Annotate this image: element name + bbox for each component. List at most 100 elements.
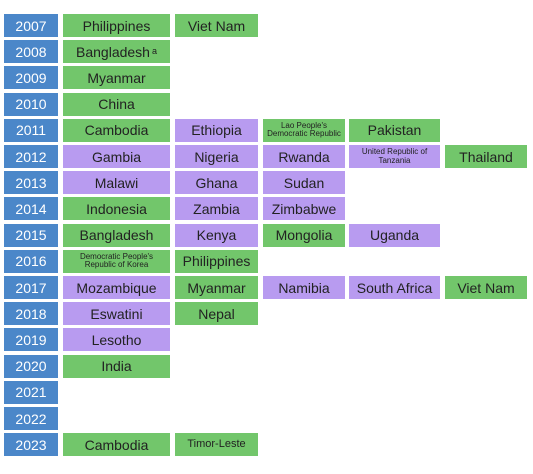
- country-cell: Nigeria: [175, 145, 258, 168]
- country-cell: Eswatini: [63, 302, 170, 326]
- country-label: South Africa: [356, 279, 433, 296]
- year-label: 2020: [15, 358, 47, 375]
- country-cell: Democratic People's Republic of Korea: [63, 249, 170, 273]
- country-label: Ghana: [195, 174, 238, 191]
- country-label: Viet Nam: [457, 279, 515, 296]
- country-label: Lesotho: [91, 331, 142, 348]
- year-cell: 2012: [4, 145, 58, 168]
- country-label: Myanmar: [87, 69, 146, 86]
- country-cell: Kenya: [175, 223, 258, 247]
- year-label: 2010: [15, 96, 47, 113]
- footnote-marker: a: [151, 46, 157, 57]
- country-label: Sudan: [283, 174, 325, 191]
- country-cell: Zimbabwe: [263, 197, 345, 221]
- country-label: Bangladesh: [76, 43, 150, 60]
- year-cell: 2010: [4, 92, 58, 116]
- year-label: 2008: [15, 43, 47, 60]
- country-cell: Myanmar: [175, 276, 258, 299]
- year-cell: 2015: [4, 223, 58, 247]
- country-label: Malawi: [94, 174, 139, 191]
- year-label: 2011: [15, 122, 47, 139]
- year-cell: 2007: [4, 14, 58, 37]
- country-cell: Malawi: [63, 171, 170, 195]
- country-cell: Mozambique: [63, 276, 170, 299]
- country-label: Nigeria: [194, 148, 239, 165]
- country-label: Mozambique: [76, 279, 157, 296]
- year-cell: 2022: [4, 407, 58, 430]
- country-cell: Cambodia: [63, 118, 170, 142]
- country-label: Cambodia: [84, 436, 149, 453]
- country-label: Lao People's Democratic Republic: [267, 120, 341, 139]
- country-label: Pakistan: [367, 122, 422, 139]
- country-cell: Timor-Leste: [175, 433, 258, 457]
- year-cell: 2013: [4, 171, 58, 195]
- year-cell: 2009: [4, 66, 58, 90]
- country-cell: Indonesia: [63, 197, 170, 221]
- country-cell: Myanmar: [63, 66, 170, 90]
- year-label: 2019: [15, 331, 47, 348]
- country-cell: Nepal: [175, 302, 258, 326]
- country-cell: South Africa: [349, 276, 440, 299]
- country-label: Nepal: [198, 305, 235, 322]
- country-label: Uganda: [369, 227, 420, 244]
- year-cell: 2017: [4, 276, 58, 299]
- country-cell: Philippines: [175, 249, 258, 273]
- year-label: 2016: [15, 253, 47, 270]
- year-cell: 2016: [4, 249, 58, 273]
- country-label: Zambia: [193, 200, 240, 217]
- country-label: Zimbabwe: [271, 200, 337, 217]
- year-label: 2009: [15, 69, 47, 86]
- year-label: 2022: [15, 410, 47, 427]
- country-cell: India: [63, 354, 170, 378]
- country-cell: Ethiopia: [175, 118, 258, 142]
- year-cell: 2019: [4, 328, 58, 352]
- country-cell: Cambodia: [63, 433, 170, 457]
- year-label: 2014: [15, 200, 47, 217]
- country-label: Namibia: [278, 279, 330, 296]
- country-label: Indonesia: [86, 200, 147, 217]
- country-cell: United Republic of Tanzania: [349, 145, 440, 168]
- country-label: Myanmar: [187, 279, 246, 296]
- year-cell: 2014: [4, 197, 58, 221]
- country-cell: China: [63, 92, 170, 116]
- country-label: Viet Nam: [187, 17, 246, 34]
- year-label: 2023: [15, 436, 47, 453]
- country-cell: Bangladesh: [63, 223, 170, 247]
- country-label: India: [101, 358, 132, 375]
- year-label: 2017: [15, 279, 47, 296]
- year-label: 2012: [15, 148, 47, 165]
- country-cell: Rwanda: [263, 145, 345, 168]
- country-cell: Philippines: [63, 14, 170, 37]
- year-cell: 2011: [4, 118, 58, 142]
- year-cell: 2021: [4, 380, 58, 404]
- country-label: Rwanda: [278, 148, 330, 165]
- country-label: Philippines: [182, 253, 251, 270]
- country-cell: Sudan: [263, 171, 345, 195]
- country-cell: Viet Nam: [445, 276, 527, 299]
- year-cell: 2023: [4, 433, 58, 457]
- year-label: 2015: [15, 227, 47, 244]
- country-label: Cambodia: [84, 122, 149, 139]
- country-label: Mongolia: [275, 227, 333, 244]
- country-label: Philippines: [82, 17, 151, 34]
- country-cell: Pakistan: [349, 118, 440, 142]
- country-cell: Mongolia: [263, 223, 345, 247]
- country-cell: Lesotho: [63, 328, 170, 352]
- country-cell: Viet Nam: [175, 14, 258, 37]
- country-label: Thailand: [459, 148, 513, 165]
- country-cell: Namibia: [263, 276, 345, 299]
- country-cell: Uganda: [349, 223, 440, 247]
- year-cell: 2020: [4, 354, 58, 378]
- country-cell: Gambia: [63, 145, 170, 168]
- country-cell: Zambia: [175, 197, 258, 221]
- country-label: Gambia: [91, 148, 142, 165]
- year-label: 2007: [15, 17, 47, 34]
- country-cell: Thailand: [445, 145, 527, 168]
- country-label: Democratic People's Republic of Korea: [79, 251, 154, 270]
- country-label: United Republic of Tanzania: [361, 147, 428, 165]
- year-label: 2013: [15, 174, 47, 191]
- country-cell: Lao People's Democratic Republic: [263, 118, 345, 142]
- year-cell: 2008: [4, 40, 58, 64]
- year-cell: 2018: [4, 302, 58, 326]
